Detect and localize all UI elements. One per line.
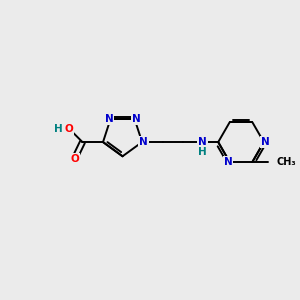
Text: H: H (198, 147, 207, 157)
Text: O: O (70, 154, 79, 164)
Text: N: N (139, 137, 148, 147)
Text: N: N (261, 137, 270, 147)
Text: N: N (105, 114, 113, 124)
Text: H: H (54, 124, 63, 134)
Text: O: O (65, 124, 74, 134)
Text: N: N (132, 114, 140, 124)
Text: N: N (224, 157, 232, 167)
Text: N: N (198, 137, 207, 147)
Text: CH₃: CH₃ (276, 157, 296, 167)
